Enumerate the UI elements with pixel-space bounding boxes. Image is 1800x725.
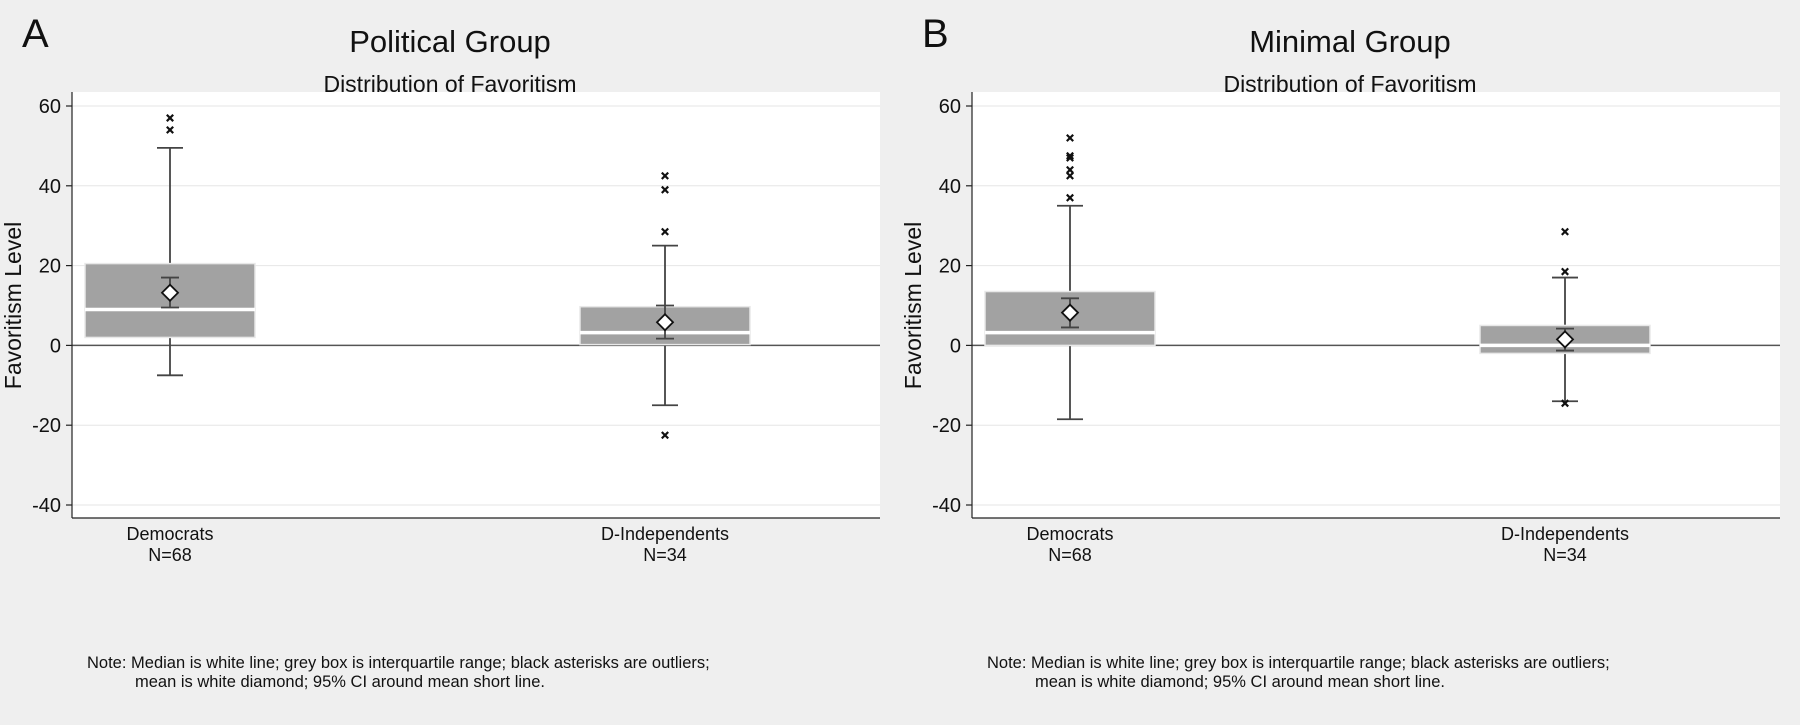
- note-line: Note: Median is white line; grey box is …: [87, 654, 710, 672]
- y-tick-label: 0: [950, 335, 961, 357]
- outlier-mark: [166, 125, 174, 134]
- outlier-mark: [661, 227, 669, 236]
- y-axis-label: Favoritism Level: [0, 222, 26, 389]
- panel-letter: A: [22, 12, 49, 56]
- note-line: mean is white diamond; 95% CI around mea…: [1035, 673, 1445, 691]
- outlier-mark: [661, 431, 669, 440]
- box-democrats: [84, 113, 256, 377]
- outlier-mark: [166, 113, 174, 122]
- panel-a: A Political Group Distribution of Favori…: [0, 12, 880, 692]
- x-category-label: Democrats: [126, 524, 213, 544]
- x-category-label: D-Independents: [601, 524, 729, 544]
- chart-title: Political Group: [349, 24, 551, 59]
- box-d-independents: [579, 171, 751, 440]
- y-tick-label: 20: [939, 256, 961, 278]
- outlier-mark: [1066, 165, 1074, 174]
- y-tick-label: 0: [50, 335, 61, 357]
- y-tick-label: -20: [32, 415, 61, 437]
- panel-b: B Minimal Group Distribution of Favoriti…: [900, 0, 1800, 725]
- outlier-mark: [1066, 171, 1074, 180]
- outlier-mark: [661, 185, 669, 194]
- outlier-mark: [1066, 133, 1074, 142]
- y-tick-label: 40: [39, 176, 61, 198]
- mean-diamond: [1060, 303, 1080, 322]
- y-axis-label: Favoritism Level: [900, 222, 926, 389]
- box-democrats: [984, 133, 1156, 421]
- chart-note: Note: Median is white line; grey box is …: [87, 654, 710, 692]
- x-category-sublabel: N=34: [1543, 545, 1587, 565]
- chart-title: Minimal Group: [1249, 24, 1451, 59]
- box-d-independents: [1479, 227, 1651, 408]
- y-tick-label: -20: [932, 415, 961, 437]
- y-tick-label: 60: [39, 96, 61, 118]
- y-tick-label: -40: [32, 495, 61, 517]
- outlier-mark: [661, 171, 669, 180]
- outlier-mark: [1561, 399, 1569, 408]
- x-category-sublabel: N=68: [148, 545, 192, 565]
- panel-letter: B: [922, 12, 949, 56]
- chart-note: Note: Median is white line; grey box is …: [987, 654, 1610, 692]
- y-tick-label: -40: [932, 495, 961, 517]
- y-tick-label: 40: [939, 176, 961, 198]
- y-tick-label: 20: [39, 256, 61, 278]
- note-line: Note: Median is white line; grey box is …: [987, 654, 1610, 672]
- outlier-mark: [1066, 193, 1074, 202]
- mean-diamond: [160, 283, 180, 303]
- mean-diamond: [1555, 330, 1575, 349]
- mean-diamond: [655, 312, 675, 332]
- x-category-label: D-Independents: [1501, 524, 1629, 544]
- x-category-label: Democrats: [1026, 524, 1113, 544]
- outlier-mark: [1066, 153, 1074, 162]
- note-line: mean is white diamond; 95% CI around mea…: [135, 673, 545, 691]
- outlier-mark: [1066, 151, 1074, 160]
- y-tick-label: 60: [939, 96, 961, 118]
- outlier-mark: [1561, 267, 1569, 276]
- outlier-mark: [1561, 227, 1569, 236]
- x-category-sublabel: N=34: [643, 545, 687, 565]
- x-category-sublabel: N=68: [1048, 545, 1092, 565]
